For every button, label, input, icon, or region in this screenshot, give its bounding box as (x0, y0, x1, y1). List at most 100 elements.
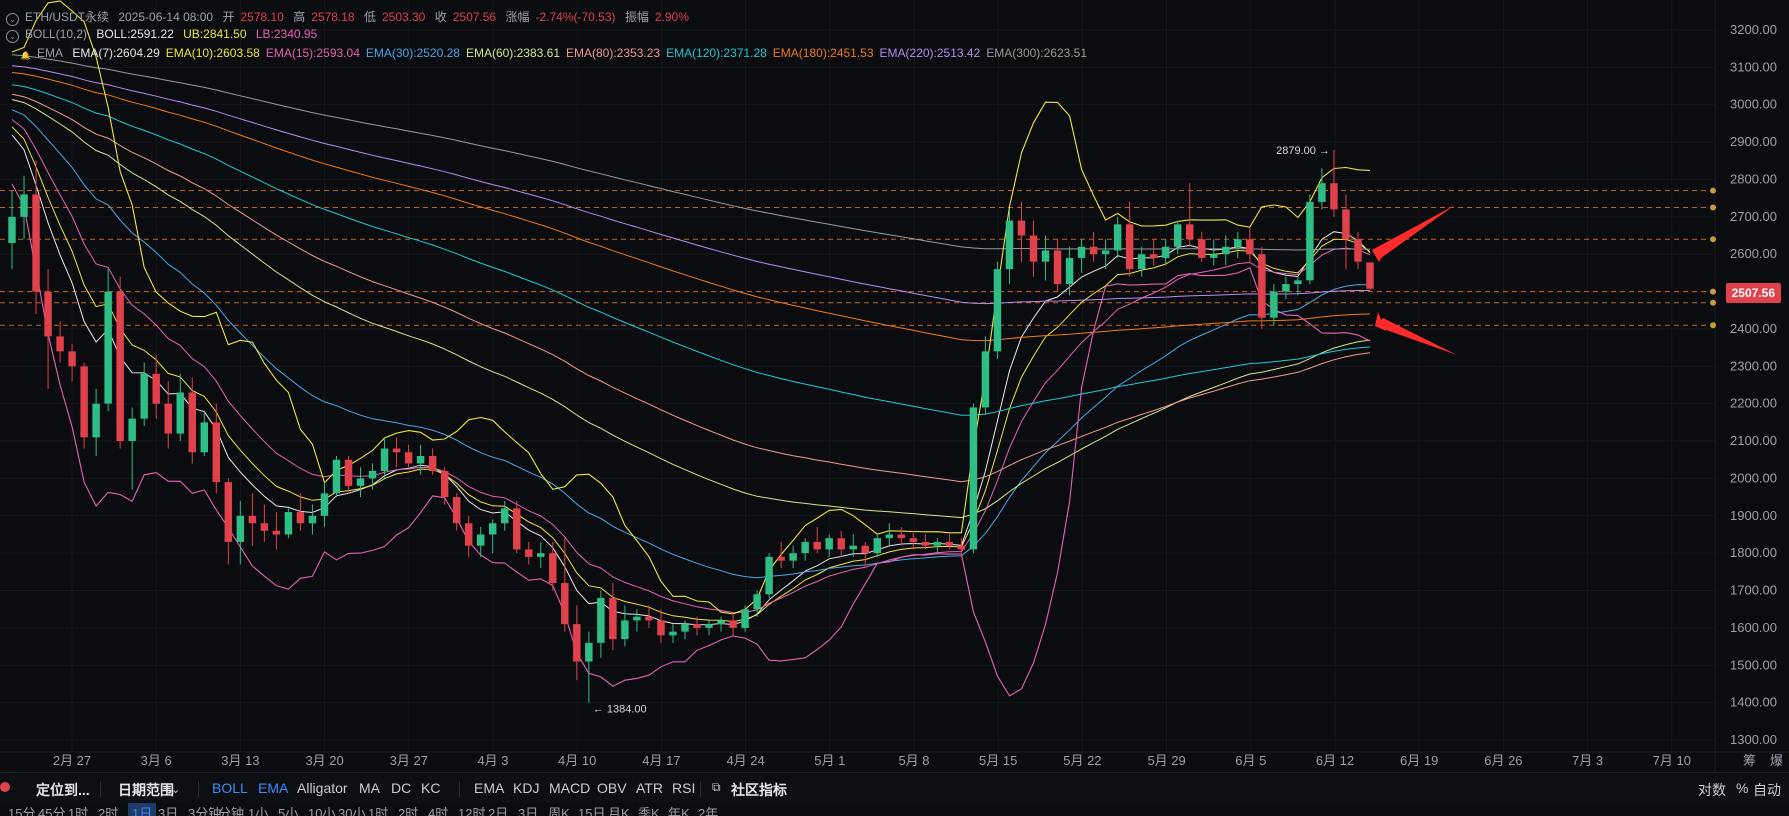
timeframe-option[interactable]: 月K (608, 806, 630, 816)
timeframe-option[interactable]: 5小 (278, 806, 299, 816)
candle-body (80, 366, 88, 438)
timeframe-option[interactable]: 分钟 (218, 806, 245, 816)
candle-body (729, 620, 737, 628)
timeframe-option[interactable]: 15日 (578, 806, 606, 816)
scale-log[interactable]: 对数 (1698, 782, 1726, 798)
indicator-ema[interactable]: EMA (258, 780, 289, 796)
timeframe-option[interactable]: 1日 (128, 803, 157, 816)
candle-body (344, 459, 353, 486)
timeframe-option[interactable]: 30小 (338, 806, 366, 816)
timeframe-option[interactable]: 10小 (308, 806, 336, 816)
candle-body (645, 616, 653, 621)
indicator-boll[interactable]: BOLL (212, 780, 248, 796)
candle-body (1089, 246, 1098, 255)
chevron-icon[interactable]: ⌄ (6, 13, 19, 26)
level-marker (1710, 322, 1716, 329)
change-label: 涨幅 (505, 10, 530, 24)
candle-body (212, 422, 221, 483)
level-marker (1710, 187, 1716, 194)
ema-name[interactable]: EMA (37, 46, 64, 60)
chevron-down-icon[interactable]: ⌄ (171, 784, 181, 796)
sub-indicator-atr[interactable]: ATR (636, 780, 663, 796)
y-tick-label: 3100.00 (1730, 59, 1777, 74)
price-axis[interactable]: 1300.00 1400.00 1500.00 1600.00 1700.00 1800.… (1730, 22, 1777, 747)
candle (789, 545, 797, 569)
timeframe-option[interactable]: 1时 (68, 806, 89, 816)
bell-icon[interactable]: 🔔 (20, 51, 31, 60)
candle (440, 467, 449, 505)
corner-label[interactable]: 筹 (1743, 753, 1756, 768)
indicator-dc[interactable]: DC (391, 780, 412, 796)
candle-body (320, 493, 329, 516)
candle-body (296, 512, 305, 524)
candle (392, 437, 401, 468)
scale-auto[interactable]: 自动 (1753, 782, 1781, 798)
timeframe-option[interactable]: 1时 (368, 806, 389, 816)
candle (837, 530, 845, 557)
timeframe-option[interactable]: 12时 (458, 806, 486, 816)
timeframe-option[interactable]: 1小 (248, 806, 269, 816)
timeframe-option[interactable]: 45分 (38, 806, 66, 816)
candle (140, 362, 148, 427)
candle-body (1342, 209, 1350, 240)
candle (188, 377, 196, 464)
scale-percent[interactable]: % (1736, 780, 1749, 796)
timeframe-option[interactable]: 季K (638, 806, 660, 816)
sub-indicator-macd[interactable]: MACD (549, 780, 591, 796)
candle-body (921, 541, 930, 546)
timeframe-option[interactable]: 周K (548, 806, 570, 816)
timeframe-option[interactable]: 15分 (8, 806, 36, 816)
timeframe-option[interactable]: 3分钟 (188, 806, 222, 816)
candle (1065, 246, 1074, 296)
chevron-icon[interactable]: ⌄ (6, 30, 19, 43)
ema-value-60: EMA(60):2383.61 (465, 46, 560, 60)
timeframe-option[interactable]: 4时 (428, 806, 449, 816)
timeframe-option[interactable]: 年K (668, 806, 690, 816)
candle (933, 538, 942, 554)
candle-body (1318, 183, 1326, 202)
candle (825, 534, 833, 557)
candle-body (1210, 254, 1218, 258)
timeframe-option[interactable]: 2年 (698, 806, 719, 816)
timeframe-option[interactable]: 2时 (98, 806, 119, 816)
sub-indicator-rsi[interactable]: RSI (672, 780, 696, 796)
candle-body (969, 407, 978, 550)
boll-upper-line (11, 0, 1371, 615)
boll-name[interactable]: BOLL(10,2) (25, 27, 88, 41)
date-range-button[interactable]: 日期范围 (118, 782, 174, 798)
timeframe-option[interactable]: 3日 (518, 806, 539, 816)
candle-body (1306, 201, 1314, 281)
record-icon[interactable] (0, 782, 10, 792)
indicator-lines (11, 0, 1371, 697)
timeframe-option[interactable]: 3日 (158, 806, 179, 816)
candle (104, 269, 112, 412)
community-indicators[interactable]: 社区指标 (731, 782, 787, 798)
legend-ema: 🔔 EMA EMA(7):2604.29 EMA(10):2603.58 EMA(15… (6, 46, 1099, 61)
low-annotation: ← 1384.00 (593, 704, 647, 716)
candle (1366, 262, 1374, 291)
candle (68, 343, 76, 382)
candlesticks (8, 149, 1374, 703)
candle (993, 261, 1002, 359)
locate-button[interactable]: 定位到... (36, 782, 90, 798)
candle-body (789, 553, 797, 561)
time-axis[interactable]: 2月 27 3月 6 3月 13 3月 20 3月 27 4月 3 4月 10 4月 17 4月… (53, 753, 1783, 768)
indicator-kc[interactable]: KC (421, 780, 441, 796)
timeframe-option[interactable]: 2日 (488, 806, 509, 816)
candle-body (236, 515, 245, 542)
price-chart[interactable]: 1300.00 1400.00 1500.00 1600.00 1700.00 1800.… (0, 0, 1789, 772)
timeframe-option[interactable]: 2时 (398, 806, 419, 816)
candle (717, 616, 725, 632)
sub-indicator-ema[interactable]: EMA (474, 780, 505, 796)
arrow-upper (1372, 205, 1455, 258)
community-icon[interactable]: ⧉ (712, 780, 721, 794)
sub-indicator-obv[interactable]: OBV (597, 780, 627, 796)
ema120-line (11, 84, 1371, 416)
indicator-alligator[interactable]: Alligator (297, 780, 348, 796)
sub-indicator-kdj[interactable]: KDJ (513, 780, 540, 796)
candle (488, 519, 497, 554)
corner-label[interactable]: 爆 (1770, 753, 1783, 768)
indicator-ma[interactable]: MA (359, 780, 380, 796)
boll-mid: BOLL:2591.22 (96, 27, 174, 41)
